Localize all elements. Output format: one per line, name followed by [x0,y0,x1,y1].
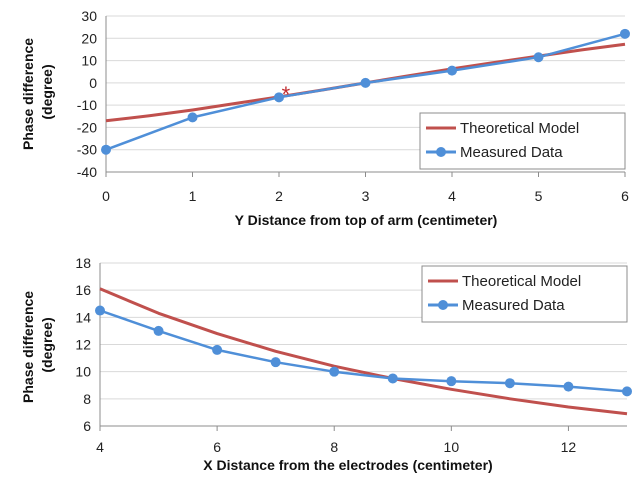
y-tick-label: 8 [83,391,91,407]
x-tick-label: 5 [535,188,543,204]
y-tick-label: 10 [75,364,91,380]
theoretical-model-line [99,287,628,416]
measured-data-point [101,144,111,155]
y-tick-label: 18 [75,255,91,271]
measured-data-point [447,65,457,76]
measured-data-point [622,386,632,397]
chart-top-series [101,28,630,155]
chart-bottom-x-axis-label: X Distance from the electrodes (centimet… [203,457,492,473]
measured-data-point [274,92,284,103]
x-tick-label: 8 [330,439,338,455]
chart-bottom-legend: Theoretical Model Measured Data [421,265,628,323]
measured-data-point [387,373,398,384]
y-tick-label: 16 [75,282,91,298]
chart-bottom-y-ticks: 18 16 14 12 10 8 6 [75,255,91,434]
measured-data-point [446,376,457,387]
x-tick-label: 6 [621,188,629,204]
legend-label-measured-data: Measured Data [462,297,565,314]
chart-bottom-x-ticks: 4 6 8 10 12 [96,439,576,455]
measured-data-point [620,28,630,39]
x-tick-label: 10 [444,439,460,455]
y-tick-label: 14 [75,309,91,325]
x-tick-label: 4 [96,439,104,455]
x-tick-label: 12 [561,439,577,455]
y-tick-label: -10 [77,97,97,113]
chart-bottom-y-axis-label: Phase difference (degree) [20,287,55,403]
x-tick-label: 4 [448,188,456,204]
chart-top-y-axis-label: Phase difference (degree) [20,34,55,150]
x-tick-label: 6 [213,439,221,455]
chart-top-gridlines [105,15,626,177]
measured-data-point [212,344,223,355]
x-tick-label: 0 [102,188,110,204]
chart-top-x-axis-label: Y Distance from top of arm (centimeter) [235,212,498,228]
y-tick-label: 10 [81,53,97,69]
y-tick-label: 20 [81,30,97,46]
y-tick-label: 6 [83,418,91,434]
x-tick-label: 2 [275,188,283,204]
legend-label-theoretical-model: Theoretical Model [460,120,579,137]
legend-label-theoretical-model: Theoretical Model [462,273,581,290]
measured-data-point [504,378,515,389]
x-tick-label: 1 [189,188,197,204]
measured-data-point [187,112,198,123]
y-tick-label: 30 [81,8,97,24]
x-tick-label: 3 [362,188,370,204]
chart-bottom-series [95,287,632,416]
measured-data-point [533,52,544,63]
measured-data-point [270,357,281,368]
measured-data-line [99,309,628,393]
chart-top-annotation-star: * [282,82,291,107]
chart-top-legend: Theoretical Model Measured Data [419,112,626,170]
legend-marker-measured-data [436,147,446,157]
measured-data-point [563,381,574,392]
chart-top-y-ticks: 30 20 10 0 -10 -20 -30 -40 [77,8,97,180]
chart-top-x-ticks: 0 1 2 3 4 5 6 [102,188,629,204]
measured-data-point [153,325,164,336]
y-tick-label: -20 [77,119,97,135]
y-tick-label: -30 [77,142,97,158]
y-tick-label: -40 [77,164,97,180]
measured-data-point [329,366,340,377]
measured-data-point [95,305,105,316]
y-tick-label: 0 [89,75,97,91]
legend-marker-measured-data [438,300,448,310]
legend-label-measured-data: Measured Data [460,144,563,161]
measured-data-point [360,77,371,88]
chart-top: 30 20 10 0 -10 -20 -30 -40 0 1 2 3 4 5 6 * Y Distance… [20,8,630,228]
y-tick-label: 12 [75,337,91,353]
